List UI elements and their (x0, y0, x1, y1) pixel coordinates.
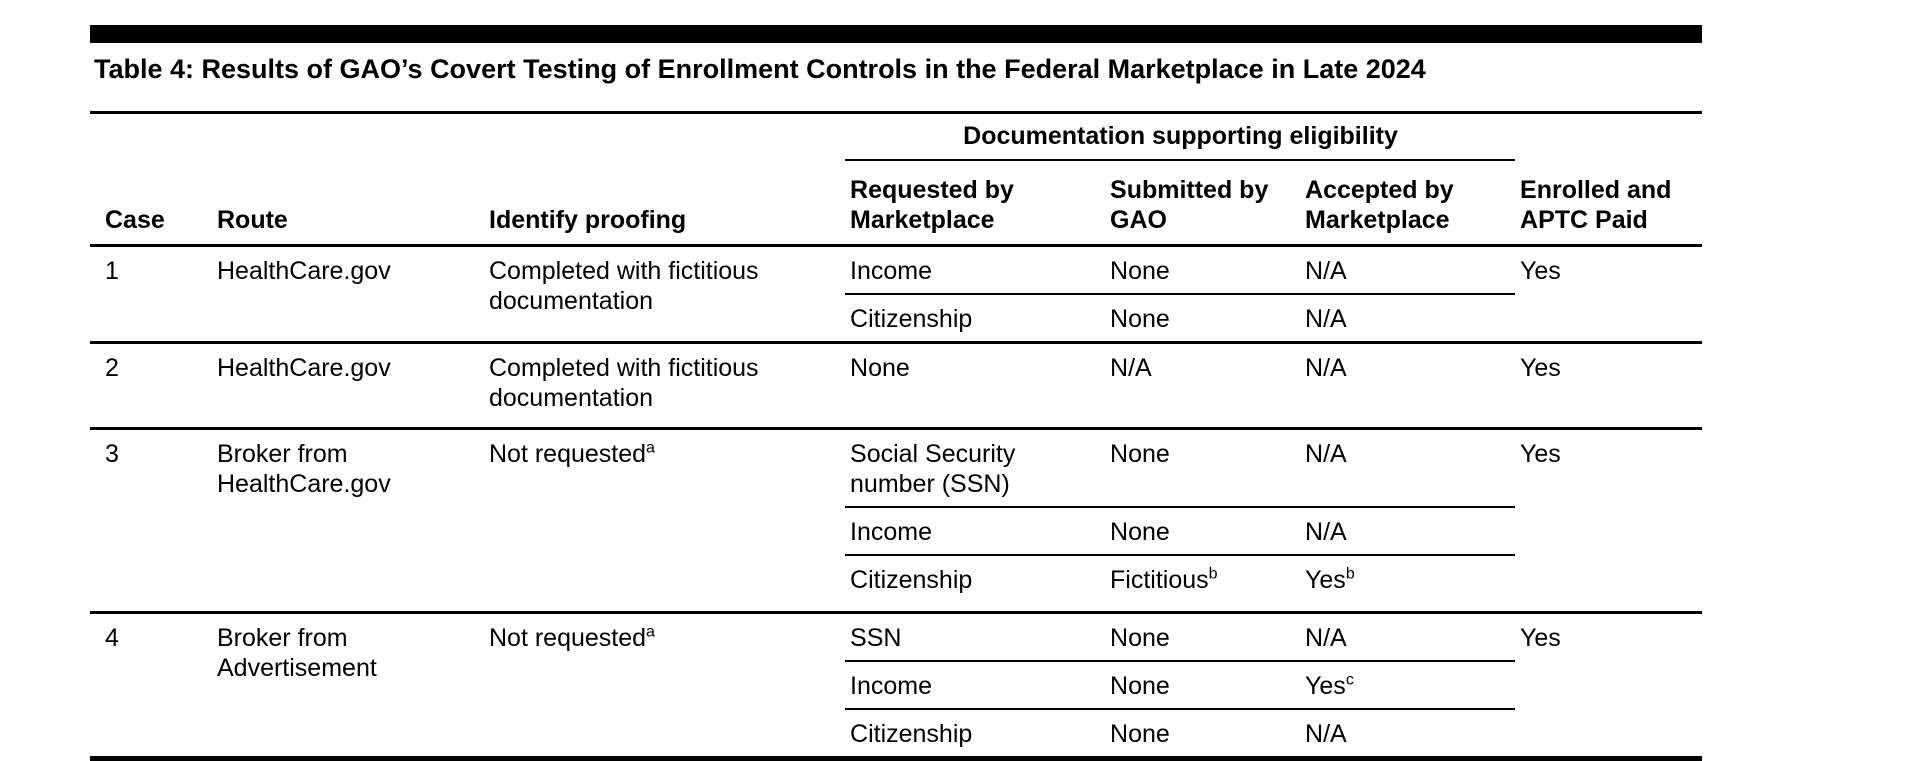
cell-requested: SSN (845, 611, 1106, 661)
identify-proofing-text: Not requested (489, 440, 647, 468)
cell-case-number: 3 (90, 427, 212, 613)
cell-accepted: N/A (1300, 293, 1516, 343)
cell-identify-proofing: Not requesteda (484, 427, 846, 613)
cell-accepted: Yesb (1300, 554, 1516, 613)
cell-submitted: None (1105, 293, 1301, 343)
cell-case-number: 4 (90, 611, 212, 756)
footnote-marker-b: b (1208, 565, 1218, 583)
cell-identify-proofing: Completed with fictitious documentation (484, 244, 846, 343)
cell-submitted: N/A (1105, 341, 1301, 429)
submitted-text: Fictitious (1110, 566, 1209, 594)
cell-submitted: Fictitiousb (1105, 554, 1301, 613)
header-group-row: Documentation supporting eligibility Enr… (90, 111, 1703, 247)
cell-requested: Citizenship (845, 293, 1106, 343)
cell-accepted: N/A (1300, 506, 1516, 555)
cell-accepted: N/A (1300, 341, 1516, 429)
accepted-text: Yes (1305, 566, 1346, 594)
cell-requested: Citizenship (845, 554, 1106, 613)
column-header-accepted: Accepted by Marketplace (1300, 160, 1516, 247)
footnote-marker-c: c (1345, 671, 1354, 689)
cell-requested: Citizenship (845, 708, 1106, 756)
cell-submitted: None (1105, 506, 1301, 555)
footnote-marker-a: a (646, 623, 655, 641)
column-header-requested: Requested by Marketplace (845, 160, 1106, 247)
identify-proofing-text: Not requested (489, 624, 647, 652)
group-header-documentation: Documentation supporting eligibility (845, 111, 1516, 161)
cell-submitted: None (1105, 611, 1301, 661)
column-header-submitted: Submitted by GAO (1105, 160, 1301, 247)
cell-accepted: N/A (1300, 708, 1516, 756)
cell-submitted: None (1105, 660, 1301, 709)
table-row: Citizenship None N/A (90, 708, 1702, 756)
table-container: Table 4: Results of GAO’s Covert Testing… (90, 25, 1703, 761)
cell-requested: Income (845, 244, 1106, 294)
table-title: Table 4: Results of GAO’s Covert Testing… (94, 54, 1426, 84)
table-row: Citizenship None N/A (90, 293, 1702, 343)
cell-submitted: None (1105, 427, 1301, 507)
cell-route: HealthCare.gov (212, 341, 484, 429)
cell-requested: Social Security number (SSN) (845, 427, 1106, 507)
cell-accepted: N/A (1300, 611, 1516, 661)
header-columns-row: Case Route Identify proofing Requested b… (90, 160, 1702, 247)
cell-case-number: 1 (90, 244, 212, 343)
cell-submitted: None (1105, 244, 1301, 294)
table-row: 4 Broker from Advertisement Not requeste… (90, 611, 1703, 756)
cell-enrolled: Yes (1515, 427, 1703, 613)
cell-accepted: N/A (1300, 427, 1516, 507)
cell-identify-proofing: Not requesteda (484, 611, 846, 756)
cell-identify-proofing: Completed with fictitious documentation (484, 341, 846, 429)
table-row: Income None Yesc (90, 660, 1702, 709)
cell-accepted: N/A (1300, 244, 1516, 294)
cell-case-number: 2 (90, 341, 212, 429)
table-row: 3 Broker from HealthCare.gov Not request… (90, 427, 1703, 613)
footnote-marker-b: b (1345, 565, 1355, 583)
table-top-rule-bar (90, 25, 1702, 43)
table-row: 2 HealthCare.gov Completed with fictitio… (90, 341, 1703, 429)
cell-requested: Income (845, 506, 1106, 555)
column-header-case: Case (90, 160, 212, 247)
cell-enrolled: Yes (1515, 341, 1703, 429)
column-header-route: Route (212, 160, 484, 247)
cell-route: Broker from Advertisement (212, 611, 484, 756)
column-header-identify-proofing: Identify proofing (484, 160, 846, 247)
accepted-text: Yes (1305, 672, 1346, 700)
column-header-enrolled: Enrolled and APTC Paid (1515, 111, 1703, 247)
table-bottom-rule-bar (90, 756, 1702, 761)
cell-submitted: None (1105, 708, 1301, 756)
footnote-marker-a: a (646, 439, 655, 457)
cell-enrolled: Yes (1515, 611, 1703, 756)
cell-requested: None (845, 341, 1106, 429)
cell-enrolled: Yes (1515, 244, 1703, 343)
results-table: Documentation supporting eligibility Enr… (90, 111, 1703, 756)
table-row: 1 HealthCare.gov Completed with fictitio… (90, 244, 1703, 343)
cell-route: HealthCare.gov (212, 244, 484, 343)
cell-accepted: Yesc (1300, 660, 1516, 709)
cell-route: Broker from HealthCare.gov (212, 427, 484, 613)
cell-requested: Income (845, 660, 1106, 709)
table-row: Income None N/A (90, 506, 1702, 555)
table-row: Citizenship Fictitiousb Yesb (90, 554, 1702, 613)
header-spacer (90, 111, 846, 160)
